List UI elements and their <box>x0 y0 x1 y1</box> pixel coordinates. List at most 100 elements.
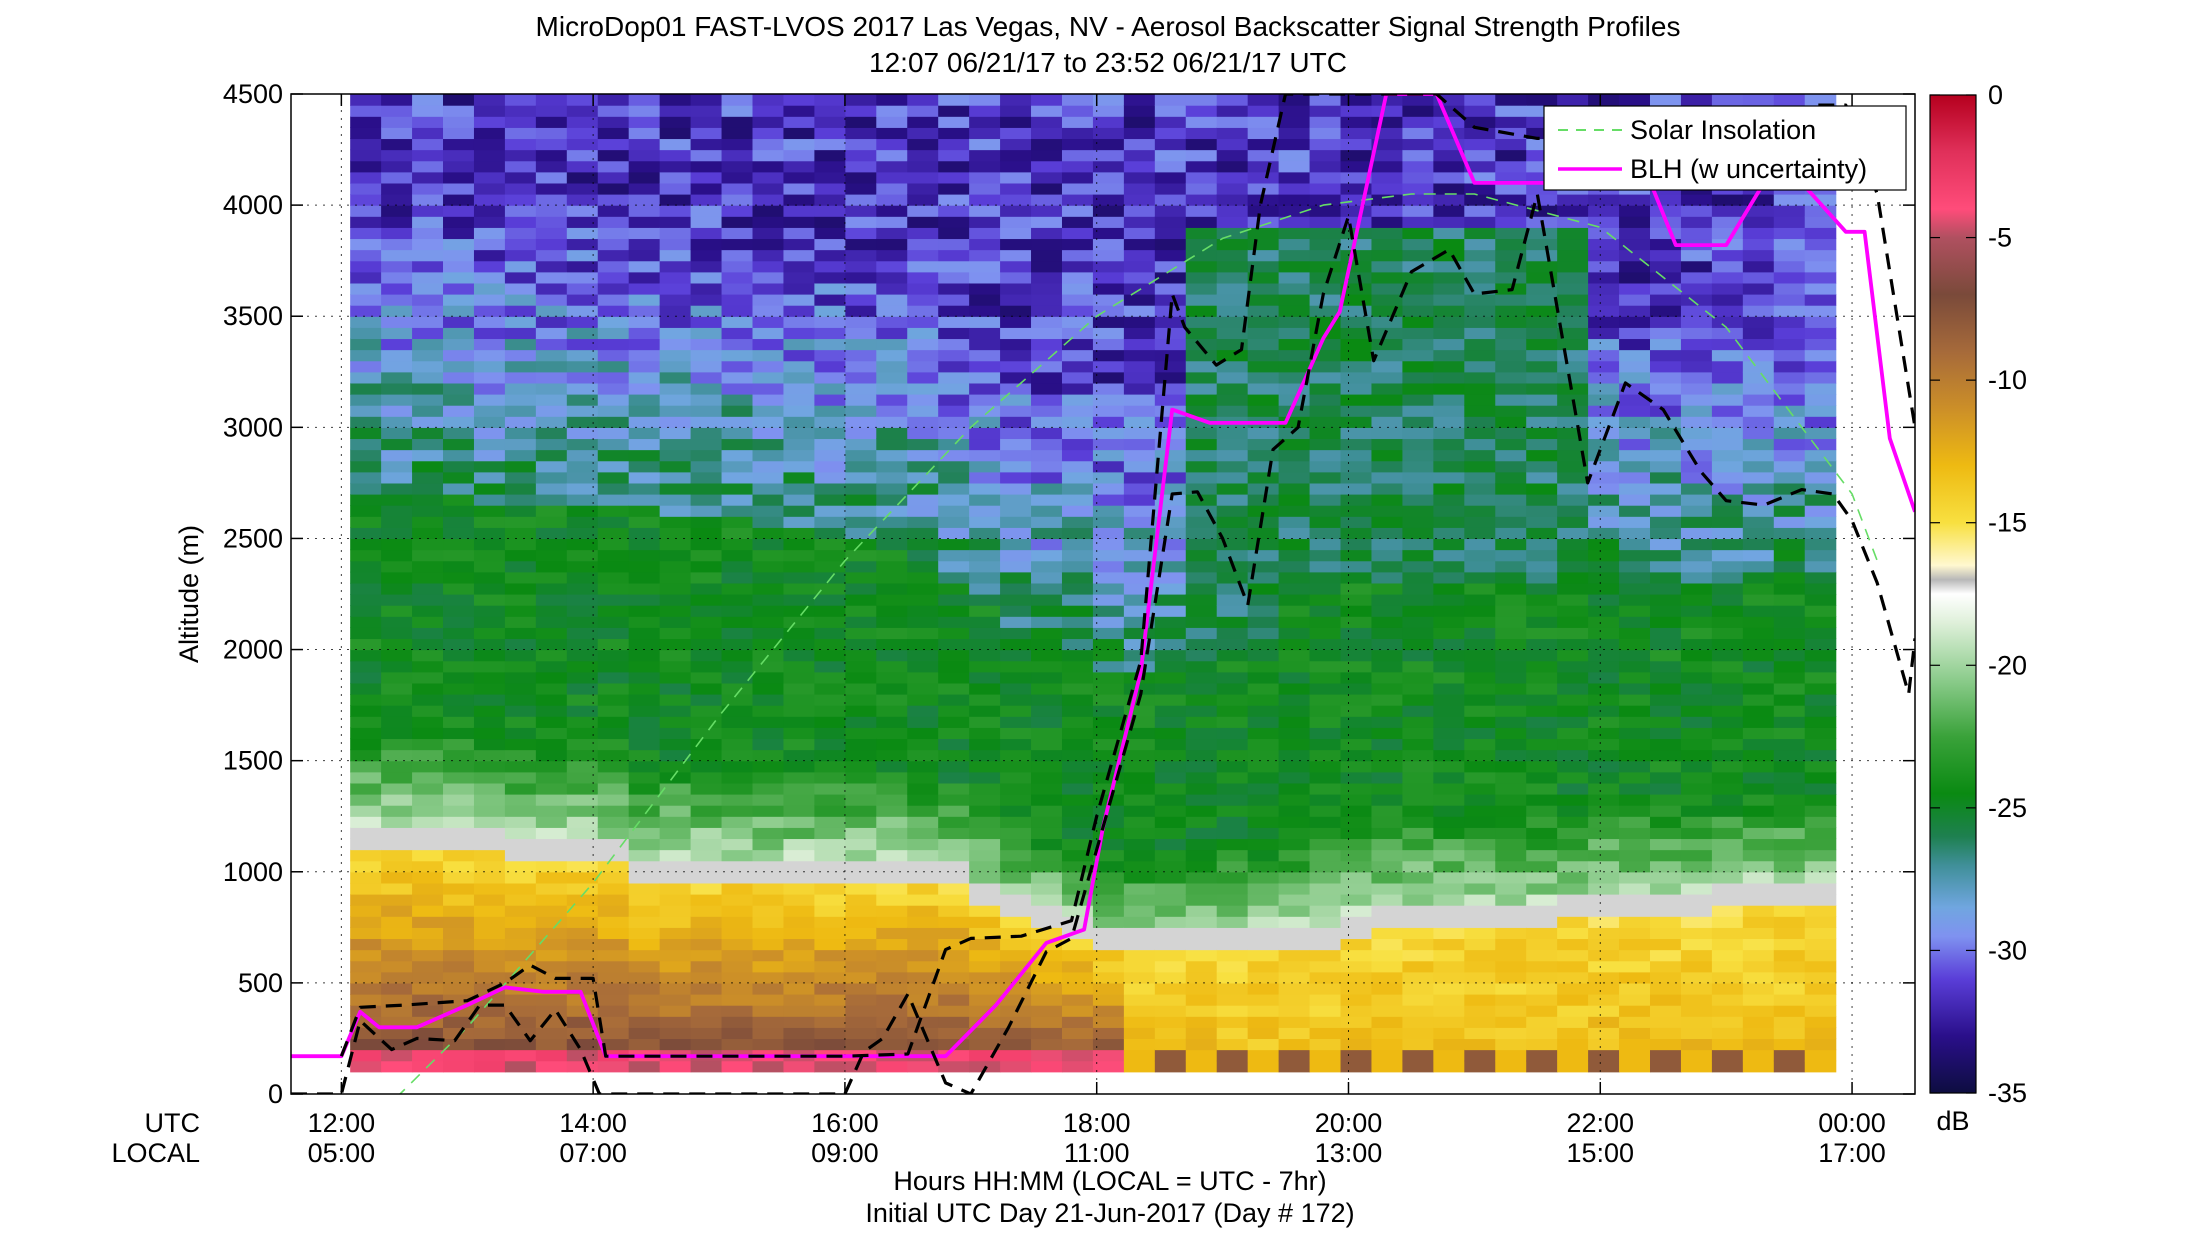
heatmap-cell <box>1557 949 1589 962</box>
heatmap-cell <box>1680 549 1713 562</box>
heatmap-cell <box>690 138 723 151</box>
heatmap-cell <box>1433 1060 1465 1073</box>
heatmap-cell <box>969 371 1001 384</box>
heatmap-cell <box>535 827 568 840</box>
heatmap-cell <box>1000 838 1032 851</box>
heatmap-cell <box>1588 338 1620 351</box>
heatmap-cell <box>752 582 785 595</box>
heatmap-cell <box>1371 616 1404 628</box>
heatmap-cell <box>907 594 939 606</box>
heatmap-cell <box>1495 316 1527 328</box>
heatmap-cell <box>1061 1038 1094 1051</box>
heatmap-cell <box>907 849 939 862</box>
heatmap-cell <box>1402 360 1434 373</box>
heatmap-cell <box>876 127 908 140</box>
heatmap-cell <box>1309 616 1342 628</box>
heatmap-cell <box>1154 860 1187 873</box>
heatmap-cell <box>690 294 723 306</box>
heatmap-cell <box>1650 805 1682 817</box>
heatmap-cell <box>1557 482 1589 495</box>
heatmap-cell <box>1216 1027 1249 1040</box>
heatmap-cell <box>1185 671 1218 684</box>
heatmap-cell <box>1742 327 1775 340</box>
heatmap-cell <box>443 149 475 162</box>
heatmap-cell <box>659 327 692 340</box>
heatmap-cell <box>350 538 382 551</box>
heatmap-cell <box>504 1027 537 1040</box>
heatmap-cell <box>938 249 970 262</box>
heatmap-cell <box>1433 1005 1465 1017</box>
heatmap-cell <box>814 738 846 751</box>
heatmap-cell <box>1557 727 1589 740</box>
heatmap-cell <box>443 938 475 951</box>
heatmap-cell <box>1185 149 1218 162</box>
heatmap-cell <box>907 138 939 151</box>
y-tick-label: 3000 <box>223 412 283 442</box>
heatmap-cell <box>1619 471 1651 484</box>
heatmap-cell <box>1804 271 1837 284</box>
heatmap-cell <box>876 760 908 773</box>
heatmap-cell <box>473 882 506 895</box>
heatmap-cell <box>907 727 939 740</box>
heatmap-cell <box>938 771 970 784</box>
heatmap-cell <box>1061 94 1094 106</box>
heatmap-cell <box>1278 1005 1311 1017</box>
heatmap-cell <box>443 771 475 784</box>
heatmap-cell <box>1061 794 1094 806</box>
heatmap-cell <box>350 294 382 306</box>
heatmap-cell <box>907 294 939 306</box>
heatmap-cell <box>1773 982 1806 995</box>
heatmap-cell <box>412 849 444 862</box>
heatmap-cell <box>1557 760 1589 773</box>
heatmap-cell <box>659 249 692 262</box>
heatmap-cell <box>566 349 599 362</box>
heatmap-cell <box>876 138 908 151</box>
heatmap-cell <box>1371 1005 1404 1017</box>
heatmap-cell <box>443 760 475 773</box>
heatmap-cell <box>1711 194 1744 206</box>
heatmap-cell <box>628 127 661 140</box>
heatmap-cell <box>907 116 939 128</box>
heatmap-cell <box>1000 182 1032 195</box>
heatmap-cell <box>1557 271 1589 284</box>
heatmap-cell <box>1216 938 1249 951</box>
heatmap-cell <box>1309 416 1342 428</box>
heatmap-cell <box>1711 571 1744 584</box>
heatmap-cell <box>1402 882 1434 895</box>
heatmap-cell <box>1371 360 1404 373</box>
heatmap-cell <box>566 927 599 940</box>
heatmap-cell <box>1340 871 1373 884</box>
heatmap-cell <box>659 738 692 751</box>
heatmap-cell <box>876 238 908 251</box>
heatmap-cell <box>443 782 475 795</box>
heatmap-cell <box>412 982 444 995</box>
heatmap-cell <box>1742 249 1775 262</box>
heatmap-cell <box>907 916 939 928</box>
heatmap-cell <box>1526 994 1558 1006</box>
heatmap-cell <box>1433 994 1465 1006</box>
heatmap-cell <box>1278 982 1311 995</box>
heatmap-cell <box>1526 916 1558 928</box>
heatmap-cell <box>1804 927 1837 940</box>
heatmap-cell <box>1464 316 1496 328</box>
heatmap-cell <box>814 694 846 706</box>
heatmap-cell <box>1309 894 1342 906</box>
heatmap-cell <box>690 271 723 284</box>
heatmap-cell <box>1773 371 1806 384</box>
heatmap-cell <box>783 705 815 717</box>
heatmap-cell <box>876 927 908 940</box>
heatmap-cell <box>938 460 970 473</box>
heatmap-cell <box>1464 871 1496 884</box>
heatmap-cell <box>1309 1027 1342 1040</box>
heatmap-cell <box>1061 749 1094 762</box>
heatmap-cell <box>350 305 382 317</box>
heatmap-cell <box>1650 905 1682 917</box>
heatmap-cell <box>473 416 506 428</box>
heatmap-cell <box>566 916 599 928</box>
heatmap-cell <box>504 605 537 617</box>
heatmap-cell <box>1309 1005 1342 1017</box>
heatmap-cell <box>443 349 475 362</box>
heatmap-cell <box>690 516 723 528</box>
heatmap-cell <box>1092 282 1125 295</box>
heatmap-cell <box>443 105 475 117</box>
